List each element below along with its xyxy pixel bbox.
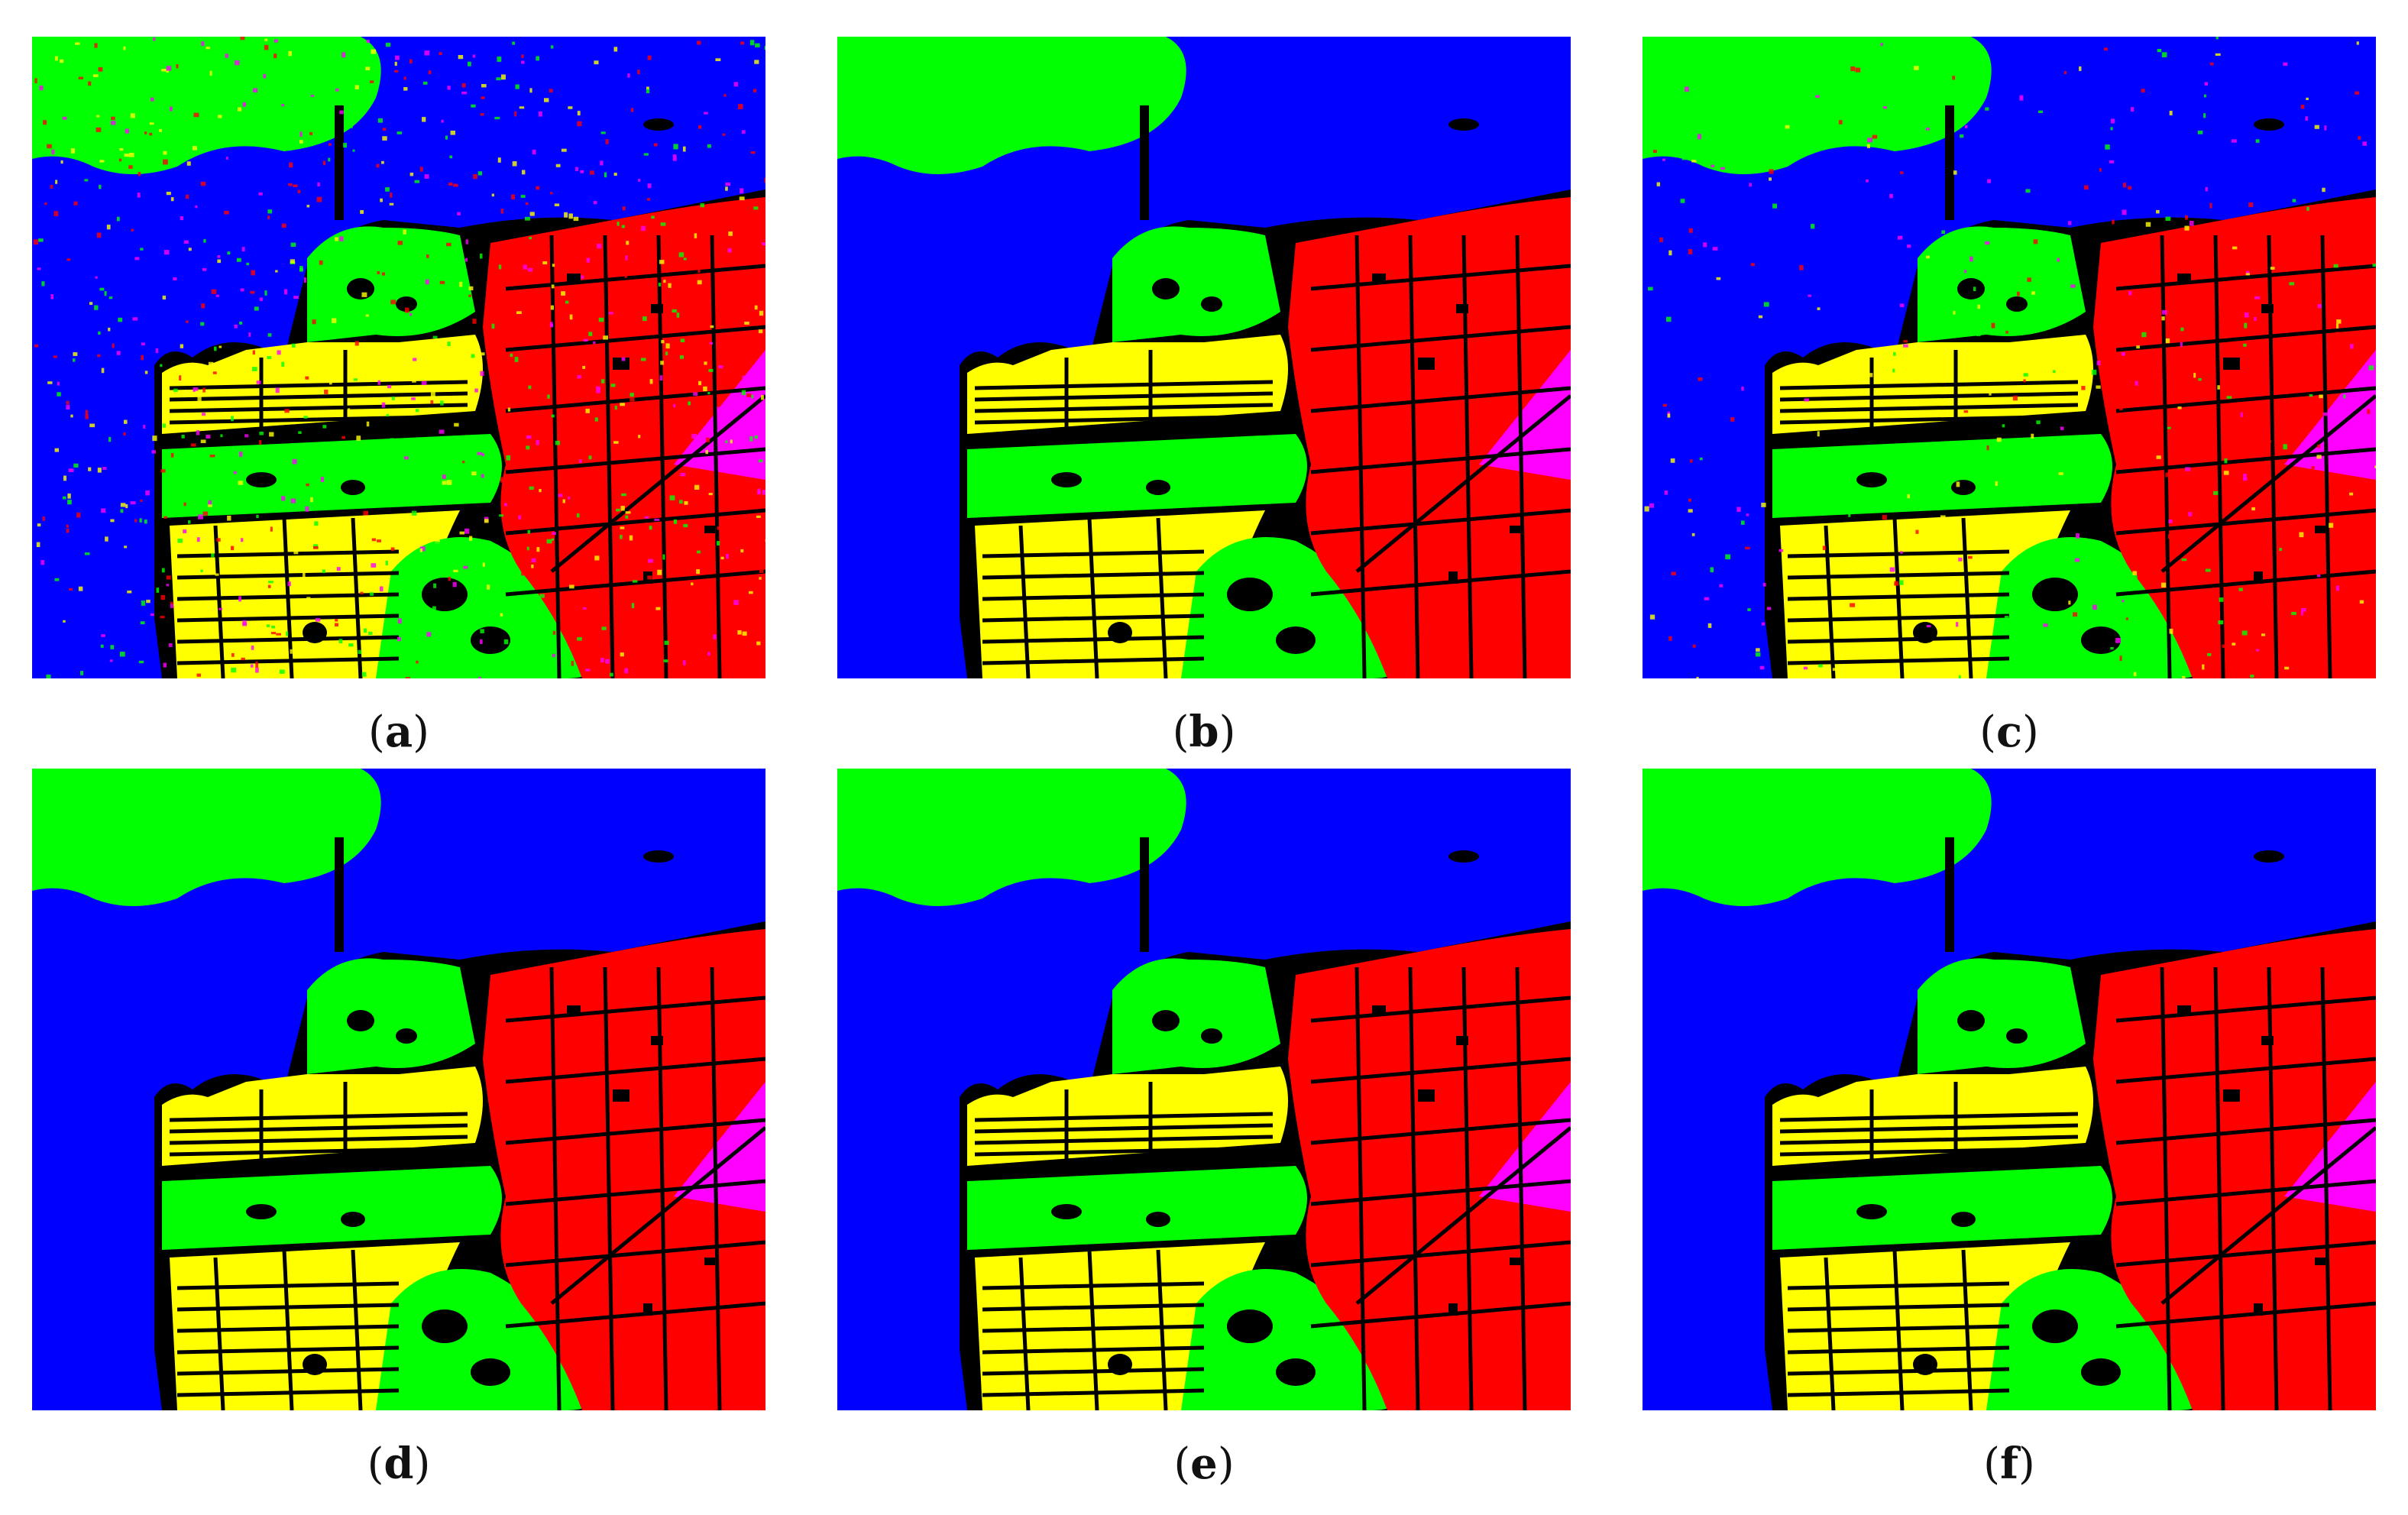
panel-e-letter: e bbox=[1190, 1439, 1218, 1489]
panel-a-letter: a bbox=[384, 707, 413, 757]
panel-b-letter: b bbox=[1189, 707, 1219, 757]
classification-map bbox=[837, 37, 1571, 678]
classification-map bbox=[32, 37, 765, 678]
street-grid bbox=[1779, 966, 2376, 1410]
panel-a-map bbox=[32, 37, 765, 678]
north-vegetation-region bbox=[837, 769, 1186, 906]
panel-b-map bbox=[837, 37, 1571, 678]
panel-c-letter: c bbox=[1995, 707, 2023, 757]
panel-f-letter: f bbox=[1999, 1439, 2019, 1489]
north-vegetation-region bbox=[32, 37, 381, 174]
classification-map bbox=[1643, 37, 2376, 678]
classification-map bbox=[32, 769, 765, 1410]
panel-a-caption: (a) bbox=[367, 707, 429, 757]
street-grid bbox=[974, 966, 1571, 1410]
panel-d-map bbox=[32, 769, 765, 1410]
classification-map bbox=[837, 769, 1571, 1410]
street-grid bbox=[974, 235, 1571, 678]
classification-map bbox=[1643, 769, 2376, 1410]
panel-f-caption: (f) bbox=[1983, 1439, 2035, 1489]
panel-f-map bbox=[1643, 769, 2376, 1410]
panel-e-map bbox=[837, 769, 1571, 1410]
panel-c-map bbox=[1643, 37, 2376, 678]
street-grid bbox=[169, 235, 765, 678]
classification-noise bbox=[33, 37, 765, 678]
north-vegetation-region bbox=[1643, 769, 1992, 906]
panel-c-caption: (c) bbox=[1979, 707, 2039, 757]
panel-d-letter: d bbox=[384, 1439, 414, 1489]
north-vegetation-region bbox=[1643, 37, 1992, 174]
panel-d-caption: (d) bbox=[367, 1439, 431, 1489]
north-vegetation-region bbox=[32, 769, 381, 906]
street-grid bbox=[1779, 235, 2376, 678]
classification-noise bbox=[1644, 37, 2376, 678]
panel-e-caption: (e) bbox=[1173, 1439, 1235, 1489]
north-vegetation-region bbox=[837, 37, 1186, 174]
panel-b-caption: (b) bbox=[1172, 707, 1236, 757]
